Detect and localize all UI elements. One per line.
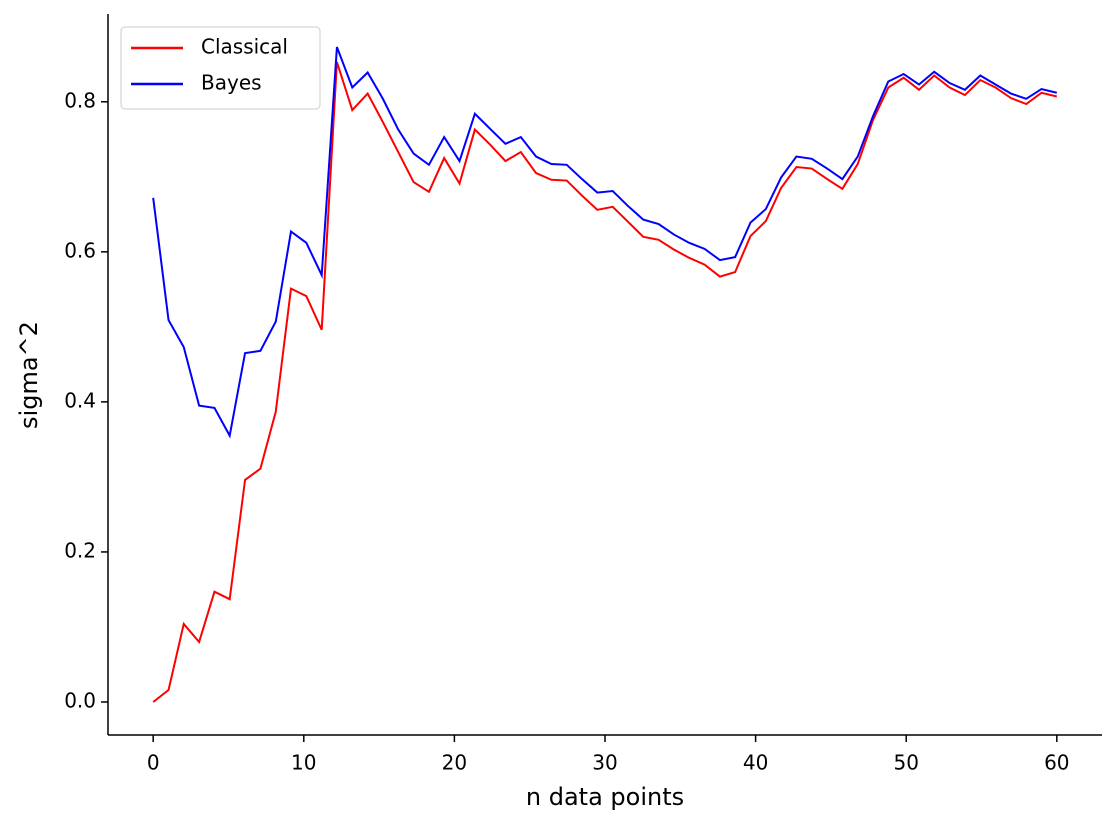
x-tick-label: 60 xyxy=(1044,751,1069,775)
y-axis-label: sigma^2 xyxy=(15,321,43,429)
x-tick-label: 20 xyxy=(442,751,467,775)
line-series xyxy=(152,46,1058,439)
y-tick-label: 0.2 xyxy=(64,538,96,562)
y-tick-label: 0.6 xyxy=(64,238,96,262)
legend-label: Bayes xyxy=(201,71,262,95)
y-tick-label: 0.0 xyxy=(64,688,96,712)
x-tick-label: 40 xyxy=(743,751,768,775)
line-series xyxy=(152,61,1058,703)
legend-label: Classical xyxy=(201,35,288,59)
y-tick-label: 0.4 xyxy=(64,388,96,412)
x-tick-label: 50 xyxy=(893,751,918,775)
x-tick-label: 30 xyxy=(592,751,617,775)
x-tick-label: 10 xyxy=(291,751,316,775)
x-axis-label: n data points xyxy=(526,783,684,811)
x-tick-label: 0 xyxy=(147,751,160,775)
y-tick-label: 0.8 xyxy=(64,88,96,112)
